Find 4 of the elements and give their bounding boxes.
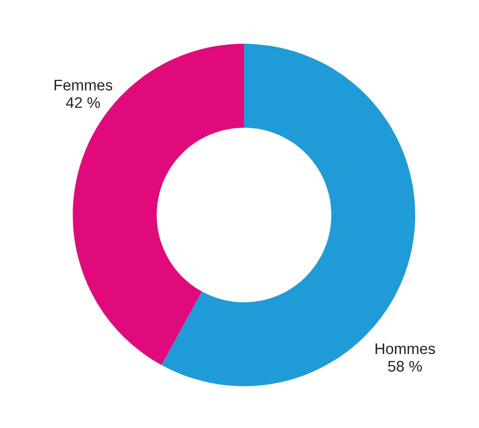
data-label: 58 % xyxy=(388,360,422,372)
slice-label: Femmes xyxy=(54,80,112,90)
slice-label: Hommes xyxy=(376,343,435,354)
data-label: 42 % xyxy=(66,97,100,108)
